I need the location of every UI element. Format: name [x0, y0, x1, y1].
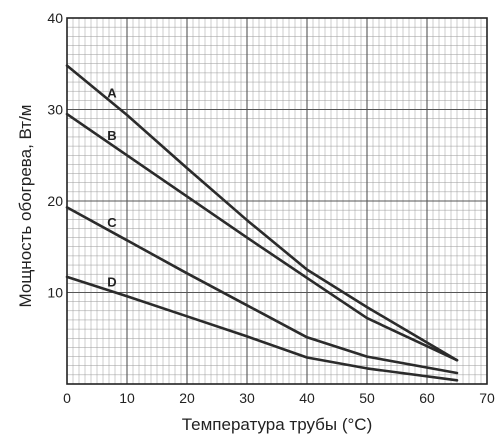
series-label-c: C — [107, 215, 117, 230]
series-line-b — [65, 112, 459, 362]
x-axis-title: Температура трубы (°C) — [182, 415, 373, 434]
plot-frame — [66, 17, 488, 385]
x-tick-label: 50 — [359, 390, 375, 406]
x-tick-label: 60 — [419, 390, 435, 406]
x-tick-label: 30 — [239, 390, 255, 406]
y-axis-title: Мощность обогрева, Вт/м — [16, 105, 35, 308]
x-tick-label: 0 — [63, 390, 71, 406]
series-line-d — [65, 275, 459, 382]
y-tick-labels: 10 20 30 40 — [47, 10, 63, 301]
series-label-b: B — [107, 128, 116, 143]
x-tick-label: 10 — [119, 390, 135, 406]
y-tick-label: 20 — [47, 193, 63, 209]
y-tick-label: 30 — [47, 102, 63, 118]
major-grid — [67, 18, 487, 384]
x-tick-label: 70 — [479, 390, 495, 406]
series-lines — [65, 64, 459, 382]
x-tick-label: 20 — [179, 390, 195, 406]
y-tick-label: 40 — [47, 10, 63, 26]
series-line-a — [65, 64, 459, 362]
series-labels: A B C D — [107, 86, 117, 290]
series-line-c — [65, 206, 459, 375]
series-label-a: A — [107, 86, 117, 101]
x-tick-labels: 0 10 20 30 40 50 60 70 — [63, 390, 495, 406]
x-tick-label: 40 — [299, 390, 315, 406]
series-label-d: D — [107, 274, 116, 289]
y-tick-label: 10 — [47, 285, 63, 301]
